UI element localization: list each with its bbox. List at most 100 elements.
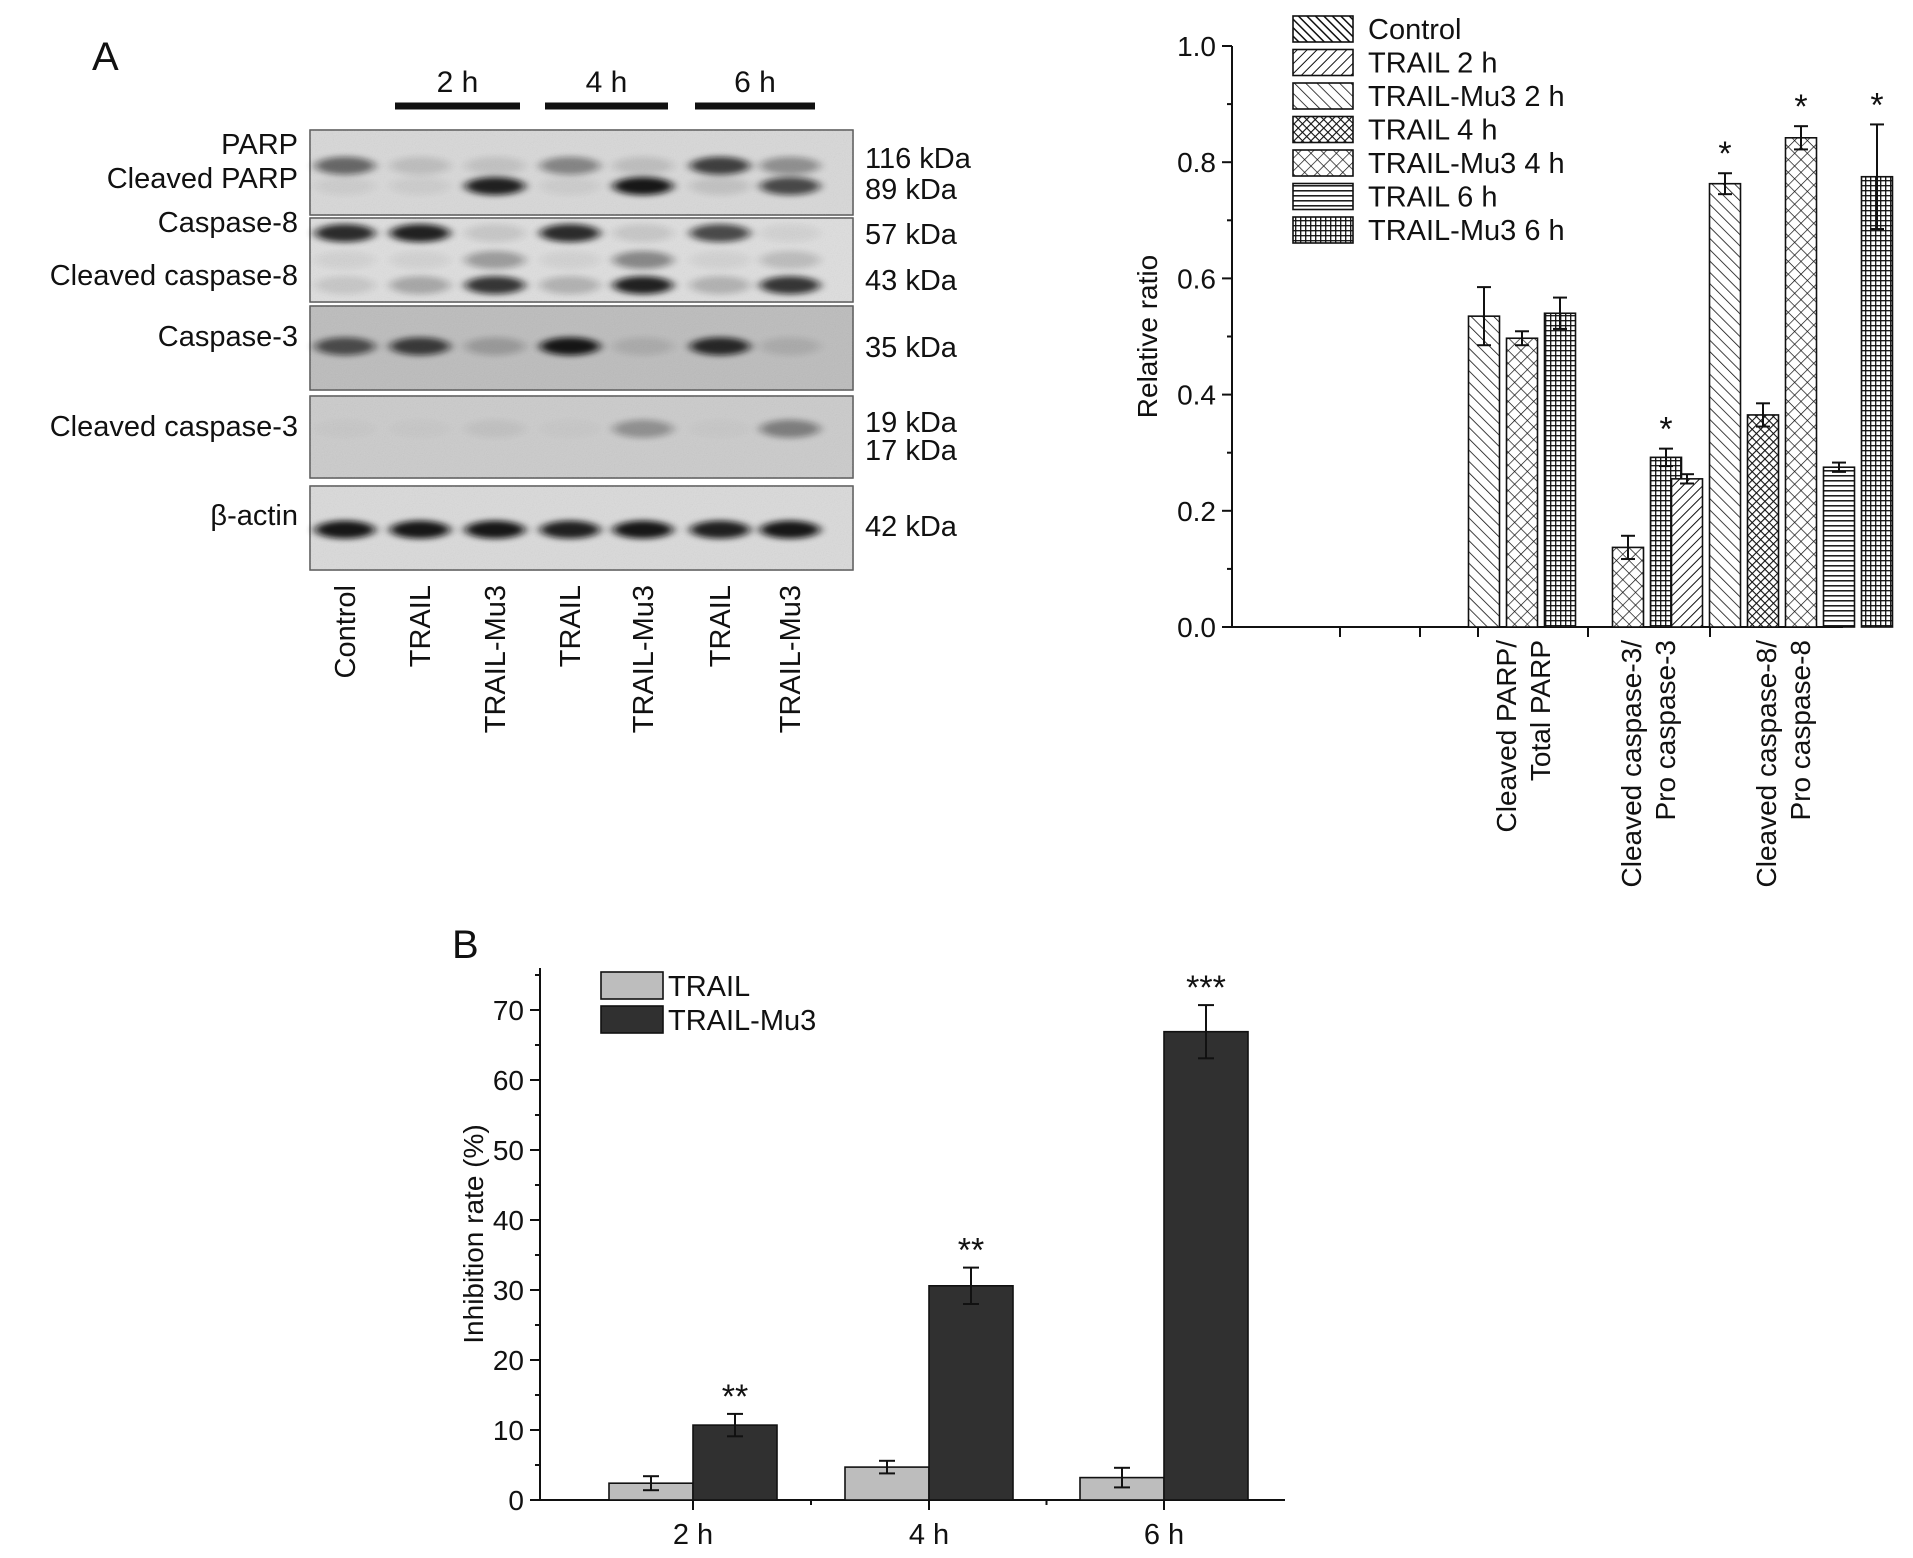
blot-band — [540, 177, 600, 196]
blot-row-label: Cleaved caspase-3 — [50, 411, 298, 443]
blot-band — [390, 156, 450, 175]
x-tick-label: 2 h — [673, 1519, 713, 1551]
lane-label: TRAIL — [555, 585, 587, 667]
blot-band — [390, 177, 450, 196]
y-tick-label: 0.2 — [1177, 496, 1216, 527]
blot-band — [540, 251, 600, 269]
significance-marker: ** — [958, 1232, 984, 1270]
blot-row-label: PARP — [221, 129, 298, 161]
category-label: Pro caspase-3 — [1650, 640, 1681, 821]
blot-band — [613, 520, 673, 539]
blot-row-label: β-actin — [210, 500, 298, 532]
legend-label: TRAIL-Mu3 6 h — [1368, 215, 1565, 247]
blot-marker-label: 57 kDa — [865, 219, 958, 251]
blot-band — [390, 420, 450, 438]
blot-band — [760, 337, 820, 356]
blot-band — [390, 337, 450, 356]
blot-band — [465, 251, 525, 269]
blot-band — [315, 251, 375, 269]
category-label: Cleaved caspase-3/ — [1616, 640, 1647, 888]
blot-marker-label: 17 kDa — [865, 435, 958, 467]
blot-band — [315, 337, 375, 356]
blot-band — [465, 276, 525, 295]
blot-band — [315, 420, 375, 438]
blot-band — [760, 156, 820, 175]
time-group-label: 6 h — [734, 66, 776, 99]
blot-row-label: Caspase-3 — [158, 321, 298, 353]
legend-label: TRAIL 4 h — [1368, 115, 1497, 147]
category-label: Cleaved PARP/ — [1491, 640, 1522, 833]
legend-label: TRAIL 6 h — [1368, 182, 1497, 214]
y-tick-label: 0 — [508, 1485, 524, 1516]
blot-marker-label: 89 kDa — [865, 174, 958, 206]
blot-band — [760, 251, 820, 269]
blot-band — [690, 177, 750, 196]
blot-band — [315, 520, 375, 539]
blot-band — [465, 224, 525, 243]
blot-marker-label: 43 kDa — [865, 265, 958, 297]
legend-swatch — [1292, 216, 1354, 244]
significance-marker: * — [1659, 411, 1672, 449]
bar — [928, 1285, 1014, 1501]
blot-band — [760, 177, 820, 196]
x-tick-label: 6 h — [1144, 1519, 1184, 1551]
panel-a-label: A — [92, 35, 119, 79]
blot-row-texture — [310, 396, 853, 478]
legend-label: TRAIL-Mu3 — [668, 1005, 816, 1037]
y-tick-label: 0.6 — [1177, 263, 1216, 294]
blot-band — [540, 337, 600, 356]
y-tick-label: 0.0 — [1177, 612, 1216, 643]
blot-band — [760, 224, 820, 243]
legend-label: TRAIL 2 h — [1368, 48, 1497, 80]
relative-ratio-chart: 0.0 0.2 0.4 0.6 0.8 1.0 Relative ratio Cleaved … — [1132, 14, 1894, 888]
blot-band — [613, 224, 673, 243]
y-tick-label: 1.0 — [1177, 31, 1216, 62]
legend-swatch — [1292, 182, 1354, 211]
blot-row-label: Cleaved PARP — [107, 163, 298, 195]
legend-swatch — [1292, 48, 1354, 77]
bar — [1708, 182, 1742, 628]
bar — [1860, 175, 1894, 628]
legend-swatch — [600, 971, 664, 1000]
lane-label: TRAIL — [405, 585, 437, 667]
y-tick-label: 40 — [493, 1205, 524, 1236]
legend-label: TRAIL — [668, 971, 750, 1003]
blot-band — [613, 419, 673, 438]
legend-label: TRAIL-Mu3 2 h — [1368, 81, 1565, 113]
lane-label: TRAIL-Mu3 — [628, 585, 660, 733]
y-axis-label: Relative ratio — [1132, 255, 1163, 418]
blot-band — [315, 276, 375, 295]
legend-swatch — [1292, 15, 1354, 43]
inhibition-rate-chart: 0 10 20 30 40 50 60 70 Inhibition rate (%) 2 h ** 4… — [458, 968, 1285, 1551]
blot-band — [613, 276, 673, 295]
blot-marker-label: 19 kDa — [865, 407, 958, 439]
blot-band — [540, 224, 600, 243]
blot-band — [540, 156, 600, 175]
lane-label: TRAIL-Mu3 — [480, 585, 512, 733]
y-axis-label: Inhibition rate (%) — [458, 1124, 489, 1343]
category-label: Cleaved caspase-8/ — [1751, 640, 1782, 888]
lane-label: Control — [330, 585, 362, 679]
y-tick-label: 10 — [493, 1415, 524, 1446]
blot-band — [465, 337, 525, 356]
blot-marker-label: 116 kDa — [865, 143, 972, 175]
bar — [1784, 136, 1818, 628]
blot-band — [315, 224, 375, 243]
blot-band — [690, 224, 750, 243]
significance-marker: ** — [722, 1378, 748, 1416]
significance-marker: * — [1718, 135, 1731, 173]
category-label: Total PARP — [1525, 640, 1556, 781]
y-tick-label: 0.4 — [1177, 380, 1216, 411]
blot-band — [465, 419, 525, 438]
significance-marker: * — [1794, 88, 1807, 126]
y-tick-label: 30 — [493, 1275, 524, 1306]
blot-band — [315, 156, 375, 175]
blot-band — [390, 251, 450, 269]
blot-band — [465, 520, 525, 539]
blot-band — [690, 520, 750, 539]
blot-band — [690, 276, 750, 295]
blot-row-label: Caspase-8 — [158, 207, 298, 239]
blot-band — [465, 156, 525, 175]
blot-band — [540, 420, 600, 438]
